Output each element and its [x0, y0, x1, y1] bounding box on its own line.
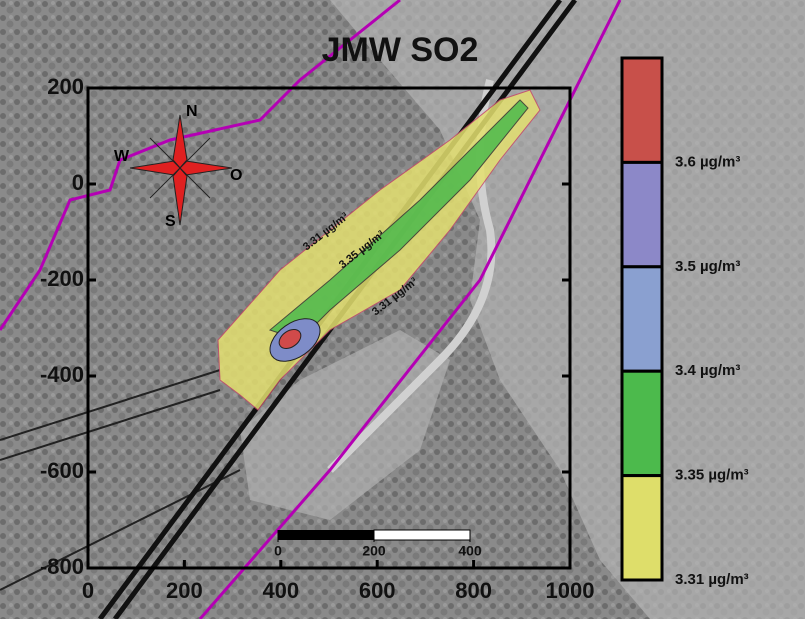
legend-label: 3.4 µg/m³ [675, 362, 740, 379]
map-view: JMW SO2 0 200 400 600 800 1000 200 0 -200 -400 -60… [0, 0, 805, 619]
scale-bar-dark [278, 530, 374, 540]
legend-label: 3.31 µg/m³ [675, 571, 749, 588]
x-tick-label: 200 [166, 578, 203, 603]
y-tick-label: -800 [40, 554, 84, 579]
compass-east: O [230, 167, 242, 184]
scale-label: 400 [458, 543, 482, 559]
compass-north: N [186, 103, 198, 120]
legend-label: 3.6 µg/m³ [675, 153, 740, 170]
legend-swatch [622, 58, 662, 162]
y-tick-label: -400 [40, 362, 84, 387]
legend-swatch [622, 162, 662, 266]
y-tick-label: -600 [40, 458, 84, 483]
x-tick-label: 800 [455, 578, 492, 603]
y-tick-label: 0 [72, 170, 84, 195]
x-tick-label: 0 [82, 578, 94, 603]
scale-bar-light [374, 530, 470, 540]
map-title: JMW SO2 [322, 31, 479, 69]
scale-label: 0 [274, 543, 282, 559]
scale-label: 200 [362, 543, 386, 559]
x-tick-label: 600 [359, 578, 396, 603]
compass-west: W [114, 148, 130, 165]
legend-swatch [622, 267, 662, 371]
legend-label: 3.5 µg/m³ [675, 258, 740, 275]
legend-swatch [622, 476, 662, 580]
y-tick-label: -200 [40, 266, 84, 291]
y-tick-label: 200 [47, 74, 84, 99]
x-tick-label: 1000 [546, 578, 595, 603]
compass-south: S [165, 213, 176, 230]
x-tick-label: 400 [262, 578, 299, 603]
legend-swatch [622, 371, 662, 475]
legend-label: 3.35 µg/m³ [675, 467, 749, 484]
